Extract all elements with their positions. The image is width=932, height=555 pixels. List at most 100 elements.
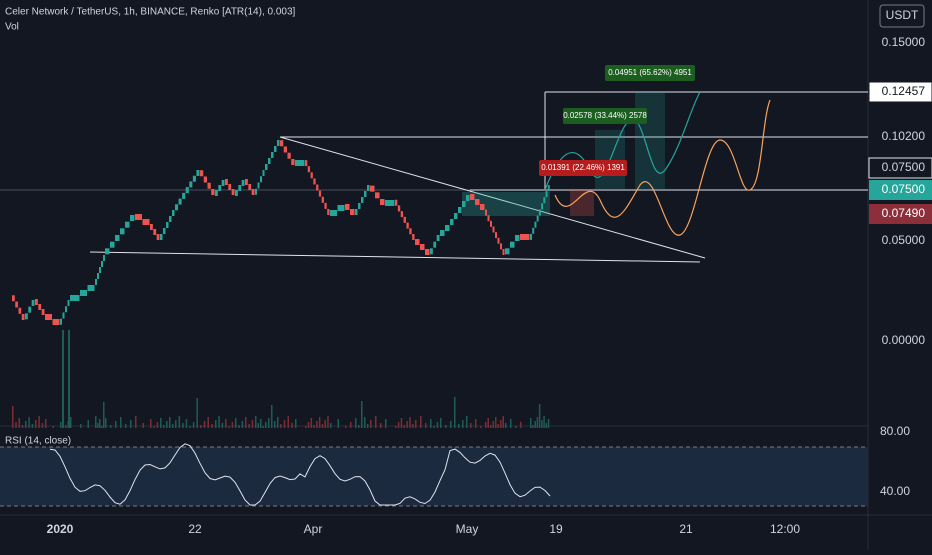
volume-bar (225, 419, 227, 428)
volume-bar (370, 420, 372, 428)
volume-bar (375, 416, 377, 428)
badge (869, 204, 932, 224)
volume-bar (277, 417, 279, 428)
volume-bar (238, 425, 240, 428)
volume-bar (318, 417, 321, 428)
volume-bar (150, 419, 152, 428)
rsi-line (49, 443, 551, 506)
brick (228, 184, 232, 190)
price-label: 0.00000 (882, 333, 926, 347)
volume-bar (415, 420, 417, 428)
volume-bar (87, 420, 89, 428)
brick (189, 181, 193, 188)
brick (283, 146, 287, 153)
volume-bar (364, 417, 366, 428)
volume-bar (361, 401, 363, 428)
volume-label: Vol (5, 22, 19, 33)
volume-bar (245, 417, 247, 428)
volume-bar (412, 424, 414, 428)
brick (445, 225, 450, 231)
volume-bar (536, 417, 539, 428)
brick (541, 203, 544, 210)
brick (255, 188, 257, 195)
volume-bar (280, 424, 282, 428)
brick (305, 160, 308, 167)
brick (406, 222, 409, 229)
brick (375, 192, 380, 199)
brick (454, 213, 458, 219)
volume-bar (406, 421, 408, 428)
brick (495, 232, 497, 239)
brick (28, 306, 32, 313)
volume (12, 330, 550, 428)
brick (172, 210, 175, 216)
volume-bar (445, 425, 447, 428)
volume-bar (310, 418, 313, 428)
brick (101, 261, 103, 267)
volume-bar (99, 419, 101, 428)
brick (395, 199, 398, 206)
volume-bar (487, 418, 489, 428)
volume-bar (337, 419, 339, 428)
volume-bar (403, 425, 406, 428)
renko (12, 140, 550, 325)
volume-bar (430, 419, 432, 428)
brick (18, 307, 22, 314)
brick (277, 140, 280, 146)
brick (257, 182, 260, 189)
volume-bar (345, 426, 347, 428)
volume-bar (454, 397, 456, 428)
volume-bar (367, 424, 369, 428)
volume-bar (178, 416, 181, 428)
brick (67, 300, 70, 306)
volume-bar (169, 417, 171, 428)
brick (370, 185, 375, 192)
volume-bar (355, 418, 357, 428)
volume-bar (160, 418, 162, 428)
volume-bar (316, 421, 318, 428)
volume-bar (65, 425, 67, 428)
volume-bar (182, 423, 184, 428)
volume-bar (41, 423, 44, 428)
brick (430, 248, 433, 255)
volume-bar (115, 421, 117, 428)
brick (436, 235, 440, 241)
brick (355, 209, 358, 215)
brick (160, 234, 163, 240)
brick (412, 234, 415, 240)
volume-bar (215, 420, 217, 428)
brick (364, 191, 367, 197)
brick (330, 210, 337, 216)
trend-line (279, 136, 706, 259)
brick (60, 318, 62, 325)
volume-bar (538, 404, 541, 428)
volume-bar (397, 422, 400, 428)
volume-bar (327, 416, 329, 428)
volume-bar (120, 417, 122, 428)
brick (207, 182, 211, 189)
brick (156, 234, 160, 240)
currency-box[interactable] (879, 4, 925, 28)
volume-bar (21, 425, 24, 428)
brick (536, 215, 539, 222)
volume-bar (172, 424, 174, 428)
brick (196, 170, 200, 176)
price-label: 0.15000 (882, 35, 926, 49)
brick (545, 191, 548, 198)
brick (175, 204, 179, 211)
volume-bar (541, 420, 543, 428)
zone (635, 92, 665, 190)
volume-bar (420, 416, 422, 428)
volume-bar (307, 422, 310, 428)
badge-text: 0.07490 (882, 206, 926, 220)
brick (142, 219, 150, 225)
brick (380, 199, 385, 205)
brick (487, 215, 490, 222)
brick (475, 199, 480, 205)
volume-bar (295, 419, 297, 428)
brick (497, 237, 500, 244)
volume-bar (485, 422, 487, 428)
brick (470, 194, 475, 200)
brick (178, 198, 182, 205)
